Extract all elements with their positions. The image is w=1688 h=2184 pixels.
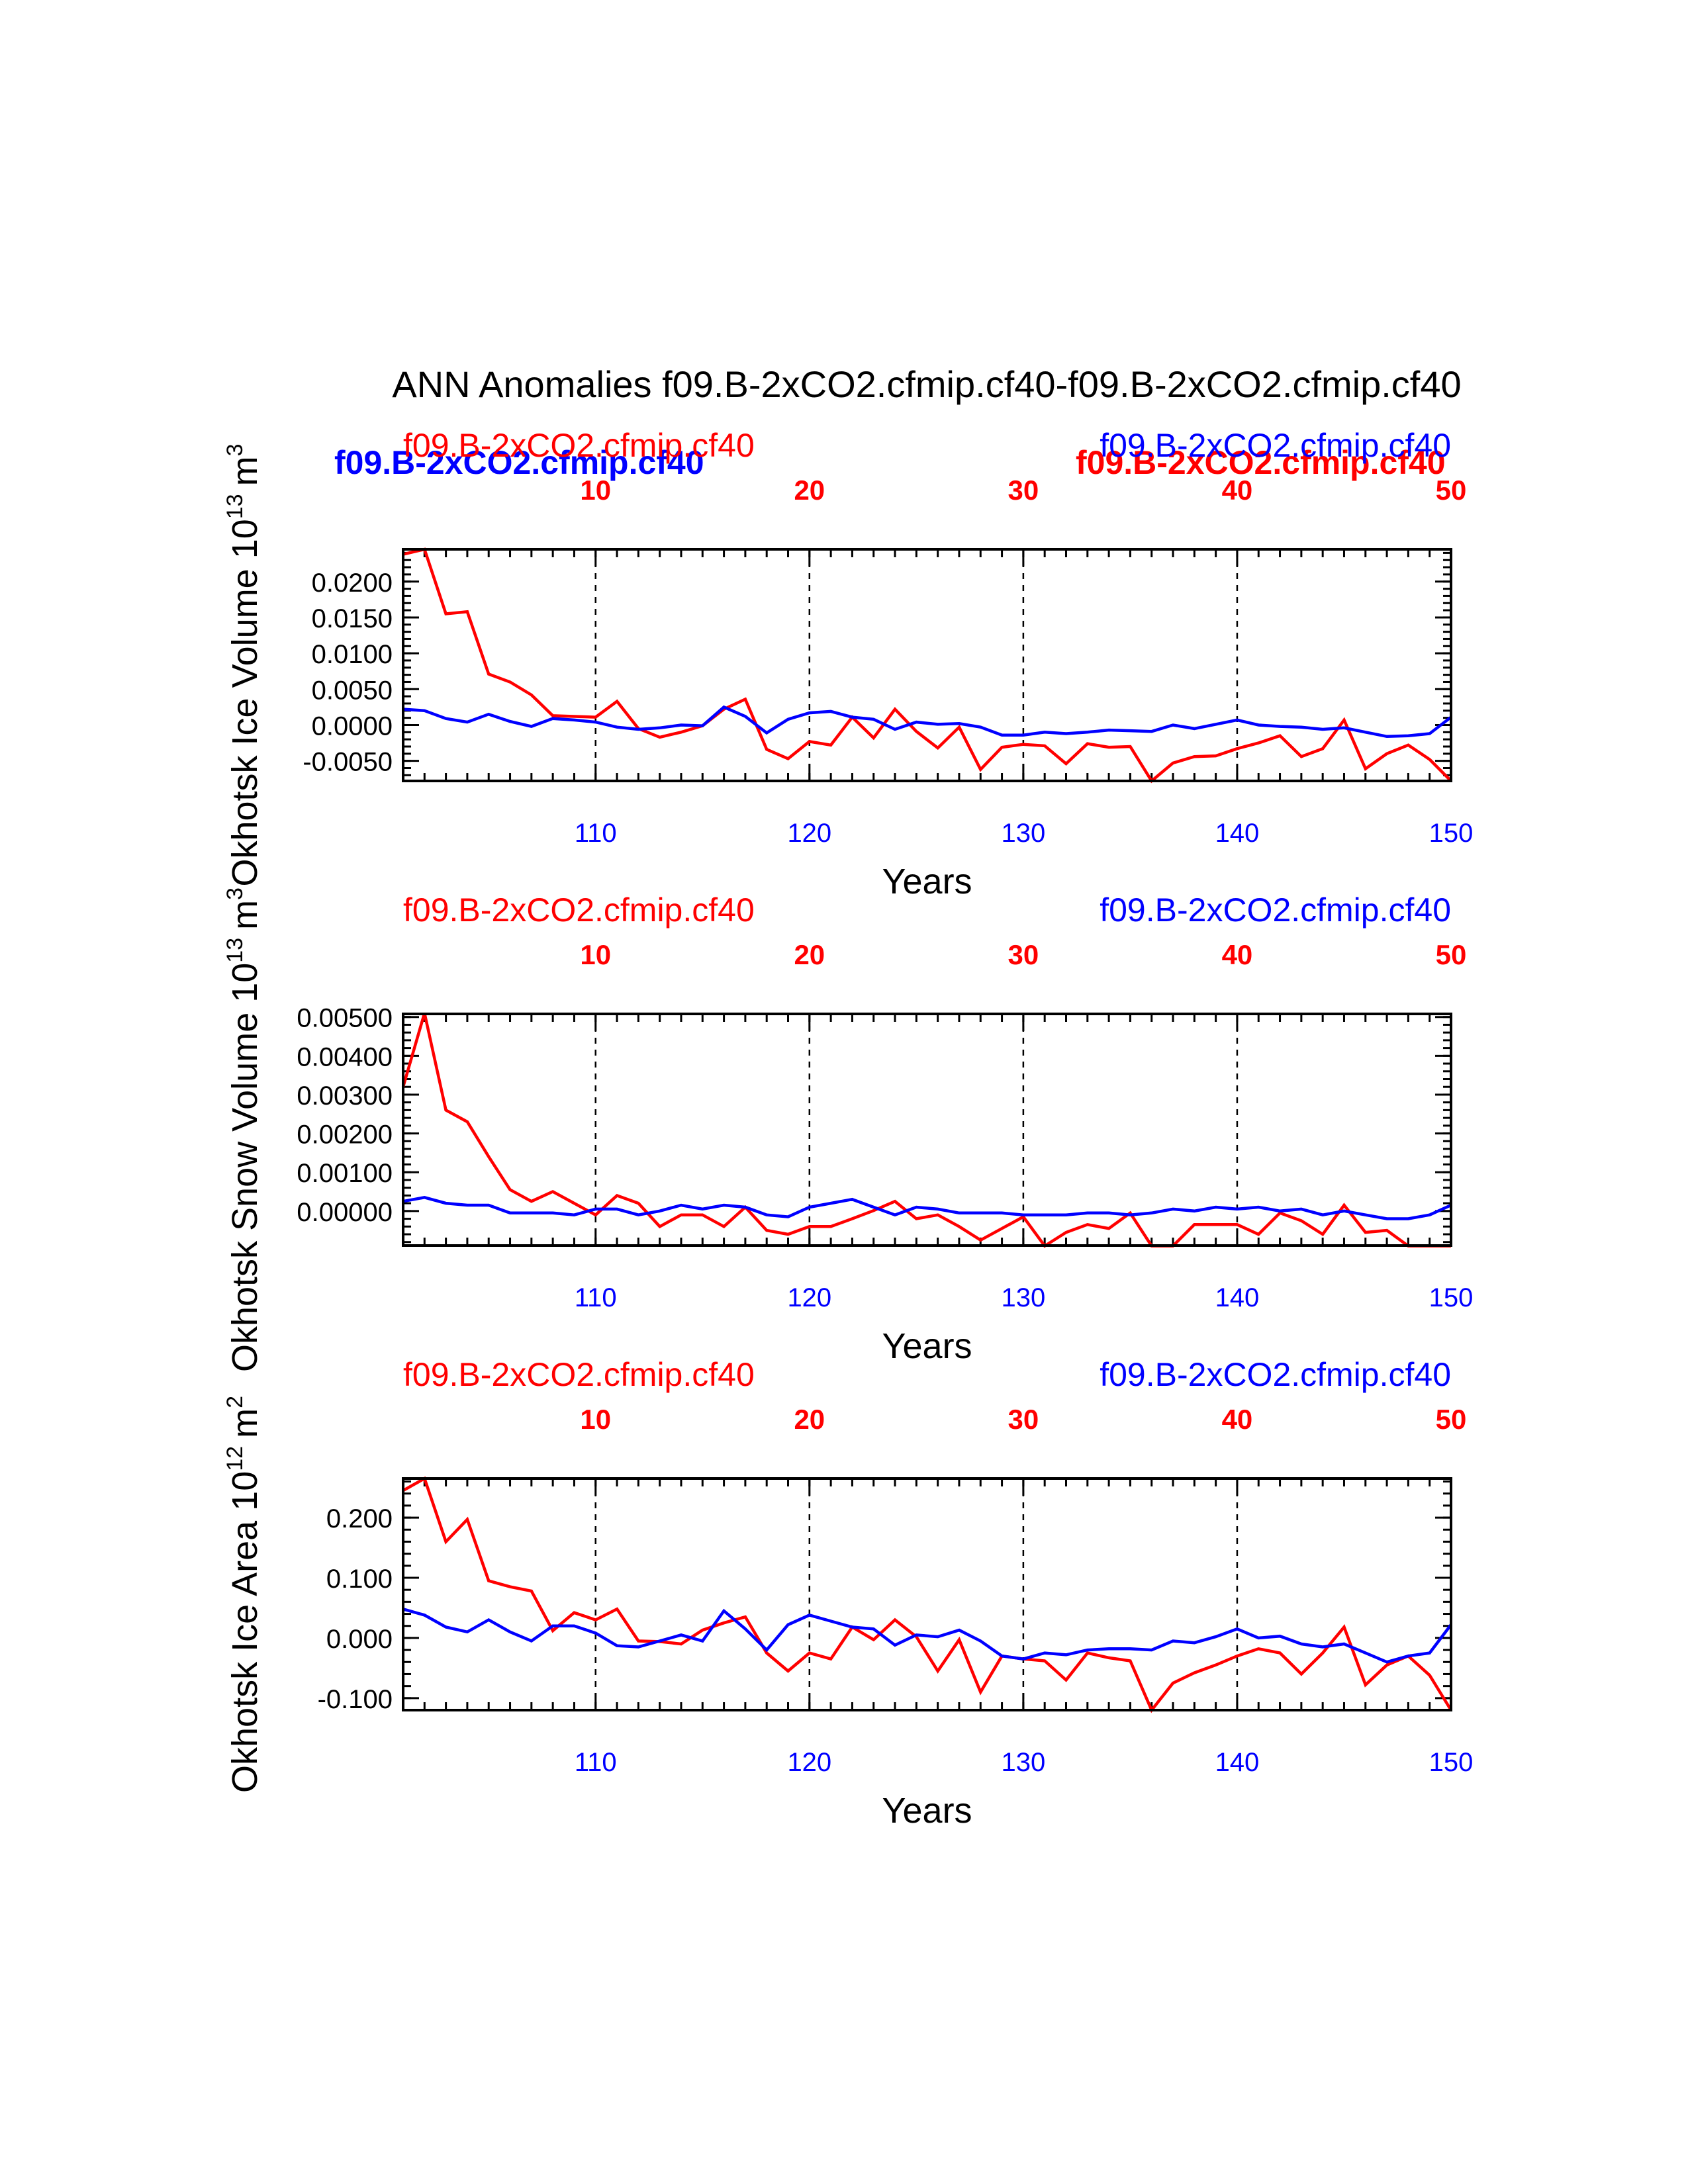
case-label-right: f09.B-2xCO2.cfmip.cf40 bbox=[1100, 427, 1451, 464]
x-tick-label: 120 bbox=[787, 819, 831, 848]
plot-frame bbox=[402, 1477, 1452, 1711]
y-tick-label: 0.00500 bbox=[297, 1004, 393, 1033]
top-tick-label: 40 bbox=[1222, 475, 1253, 506]
case-label-left: f09.B-2xCO2.cfmip.cf40 bbox=[403, 1356, 755, 1393]
y-tick-label: 0.0200 bbox=[312, 569, 393, 598]
top-tick-label: 30 bbox=[1008, 475, 1039, 506]
plot-frame bbox=[402, 548, 1452, 782]
x-tick-label: 120 bbox=[787, 1748, 831, 1777]
y-axis-label-units: m bbox=[225, 456, 265, 486]
panel-1-bold-left-label: f09.B-2xCO2.cfmip.cf40 bbox=[334, 444, 704, 481]
y-tick-label: 0.00000 bbox=[297, 1198, 393, 1227]
figure-title: ANN Anomalies f09.B-2xCO2.cfmip.cf40-f09… bbox=[392, 363, 1461, 405]
top-tick-label: 10 bbox=[580, 1404, 611, 1435]
y-axis-label-name: Okhotsk Ice Volume bbox=[225, 559, 265, 886]
x-tick-label: 150 bbox=[1429, 1283, 1474, 1312]
y-axis-label-exponent: 13 bbox=[222, 494, 248, 519]
series-line-blue bbox=[402, 1608, 1452, 1664]
x-tick-label: 140 bbox=[1215, 1748, 1260, 1777]
x-tick-label: 120 bbox=[787, 1283, 831, 1312]
y-axis-label: Okhotsk Snow Volume 1013 m3 bbox=[222, 887, 265, 1372]
y-axis-label-name: Okhotsk Snow Volume bbox=[225, 1003, 265, 1372]
top-tick-label: 10 bbox=[580, 475, 611, 506]
y-axis-label-exponent: 12 bbox=[222, 1446, 248, 1471]
top-tick-label: 20 bbox=[794, 475, 825, 506]
series-line-red bbox=[402, 1476, 1452, 1713]
x-tick-label: 130 bbox=[1002, 1748, 1046, 1777]
case-label-right: f09.B-2xCO2.cfmip.cf40 bbox=[1100, 891, 1451, 929]
top-tick-label: 30 bbox=[1008, 939, 1039, 970]
y-tick-label: -0.100 bbox=[318, 1685, 393, 1714]
x-axis-label: Years bbox=[882, 1326, 972, 1366]
y-tick-label: 0.0150 bbox=[312, 604, 393, 633]
y-axis-label-units-exponent: 2 bbox=[222, 1396, 248, 1408]
case-label-left: f09.B-2xCO2.cfmip.cf40 bbox=[403, 891, 755, 929]
top-tick-label: 10 bbox=[580, 939, 611, 970]
x-tick-label: 110 bbox=[575, 1748, 617, 1777]
y-tick-label: 0.00100 bbox=[297, 1159, 393, 1188]
panel-ice-volume: 0.0200 0.0150 0.0100 0.0050 0.0000 -0.0050 110… bbox=[222, 427, 1473, 901]
x-tick-label: 140 bbox=[1215, 1283, 1260, 1312]
top-tick-label: 30 bbox=[1008, 1404, 1039, 1435]
y-axis-label-units: m bbox=[225, 1408, 265, 1438]
y-tick-label: 0.200 bbox=[326, 1504, 393, 1533]
y-axis-label-units-exponent: 3 bbox=[222, 887, 248, 900]
top-tick-label: 40 bbox=[1222, 1404, 1253, 1435]
top-tick-label: 50 bbox=[1436, 1404, 1467, 1435]
series-line-blue bbox=[402, 1195, 1452, 1220]
y-axis-label-units-exponent: 3 bbox=[222, 443, 248, 456]
y-tick-label: 0.00300 bbox=[297, 1081, 393, 1111]
panel-1-bold-right-label: f09.B-2xCO2.cfmip.cf40 bbox=[1076, 444, 1446, 481]
y-axis-label-name: Okhotsk Ice Area bbox=[225, 1511, 265, 1793]
x-axis-label: Years bbox=[882, 1791, 972, 1831]
top-tick-label: 50 bbox=[1436, 475, 1467, 506]
case-label-left: f09.B-2xCO2.cfmip.cf40 bbox=[403, 427, 755, 464]
x-tick-label: 110 bbox=[575, 819, 617, 848]
x-tick-label: 110 bbox=[575, 1283, 617, 1312]
y-tick-label: 0.0100 bbox=[312, 640, 393, 669]
case-label-right: f09.B-2xCO2.cfmip.cf40 bbox=[1100, 1356, 1451, 1393]
x-tick-label: 150 bbox=[1429, 1748, 1474, 1777]
y-tick-label: 0.0050 bbox=[312, 676, 393, 705]
series-line-blue bbox=[402, 705, 1452, 739]
y-tick-label: 0.100 bbox=[326, 1565, 393, 1594]
series-line-red bbox=[401, 1013, 1451, 1248]
y-tick-label: 0.0000 bbox=[312, 711, 393, 741]
y-tick-label: 0.000 bbox=[326, 1625, 393, 1654]
y-axis-label-units: m bbox=[225, 900, 265, 930]
y-axis-label-base: 10 bbox=[225, 1471, 265, 1511]
series-line-red bbox=[402, 547, 1452, 784]
panel-snow-volume: 0.00500 0.00400 0.00300 0.00200 0.00100 0.000… bbox=[222, 887, 1473, 1372]
y-axis-label: Okhotsk Ice Area 1012 m2 bbox=[222, 1396, 265, 1793]
y-axis-label-exponent: 13 bbox=[222, 938, 248, 963]
x-axis-label: Years bbox=[882, 862, 972, 901]
y-axis-label-base: 10 bbox=[225, 519, 265, 559]
top-tick-label: 20 bbox=[794, 1404, 825, 1435]
x-tick-label: 130 bbox=[1002, 819, 1046, 848]
x-tick-label: 150 bbox=[1429, 819, 1474, 848]
x-tick-label: 140 bbox=[1215, 819, 1260, 848]
y-tick-label: -0.0050 bbox=[303, 748, 393, 777]
y-tick-label: 0.00200 bbox=[297, 1120, 393, 1150]
x-tick-label: 130 bbox=[1002, 1283, 1046, 1312]
y-axis-label: Okhotsk Ice Volume 1013 m3 bbox=[222, 443, 265, 886]
panel-ice-area: 0.200 0.100 0.000 -0.100 110 120 130 140 150 10 20… bbox=[222, 1356, 1473, 1831]
top-tick-label: 50 bbox=[1436, 939, 1467, 970]
y-axis-label-base: 10 bbox=[225, 963, 265, 1003]
y-tick-label: 0.00400 bbox=[297, 1042, 393, 1071]
plot-frame bbox=[402, 1013, 1452, 1247]
top-tick-label: 40 bbox=[1222, 939, 1253, 970]
top-tick-label: 20 bbox=[794, 939, 825, 970]
